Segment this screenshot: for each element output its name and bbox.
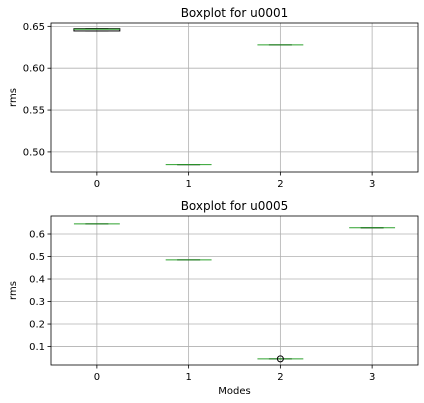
x-tick-label: 1 bbox=[185, 372, 191, 383]
subplot-bottom: 0.1 0.2 0.3 0.4 0.5 0.6 0 1 2 3 Boxplot for u0005 r… bbox=[8, 199, 419, 397]
y-tick-label: 0.5 bbox=[29, 252, 45, 263]
y-tick-label: 0.6 bbox=[29, 230, 45, 241]
y-tick-label: 0.3 bbox=[29, 297, 45, 308]
x-tick-label: 2 bbox=[277, 372, 283, 383]
y-tick-label: 0.65 bbox=[23, 22, 45, 33]
x-tick-label: 2 bbox=[277, 179, 283, 190]
box-0 bbox=[73, 28, 121, 32]
chart-title: Boxplot for u0001 bbox=[181, 6, 289, 20]
x-tick-label: 0 bbox=[94, 179, 100, 190]
x-tick-label: 1 bbox=[185, 179, 191, 190]
subplot-top: 0.50 0.55 0.60 0.65 0 1 2 3 Boxplot for u0001 rms bbox=[8, 6, 419, 190]
y-axis-label: rms bbox=[8, 88, 19, 107]
plot-frame bbox=[50, 215, 419, 366]
outlier-point bbox=[276, 355, 284, 363]
chart-title: Boxplot for u0005 bbox=[181, 199, 289, 213]
box-2 bbox=[257, 355, 304, 363]
plot-frame bbox=[50, 22, 419, 173]
x-tick-label: 3 bbox=[369, 179, 375, 190]
y-tick-label: 0.55 bbox=[23, 106, 45, 117]
y-tick-label: 0.60 bbox=[23, 64, 45, 75]
y-tick-label: 0.1 bbox=[29, 342, 45, 353]
x-axis-label: Modes bbox=[218, 386, 250, 397]
x-tick-label: 0 bbox=[94, 372, 100, 383]
y-tick-label: 0.2 bbox=[29, 320, 45, 331]
y-axis-label: rms bbox=[8, 281, 19, 300]
y-tick-label: 0.4 bbox=[29, 275, 45, 286]
x-tick-label: 3 bbox=[369, 372, 375, 383]
y-tick-label: 0.50 bbox=[23, 147, 45, 158]
